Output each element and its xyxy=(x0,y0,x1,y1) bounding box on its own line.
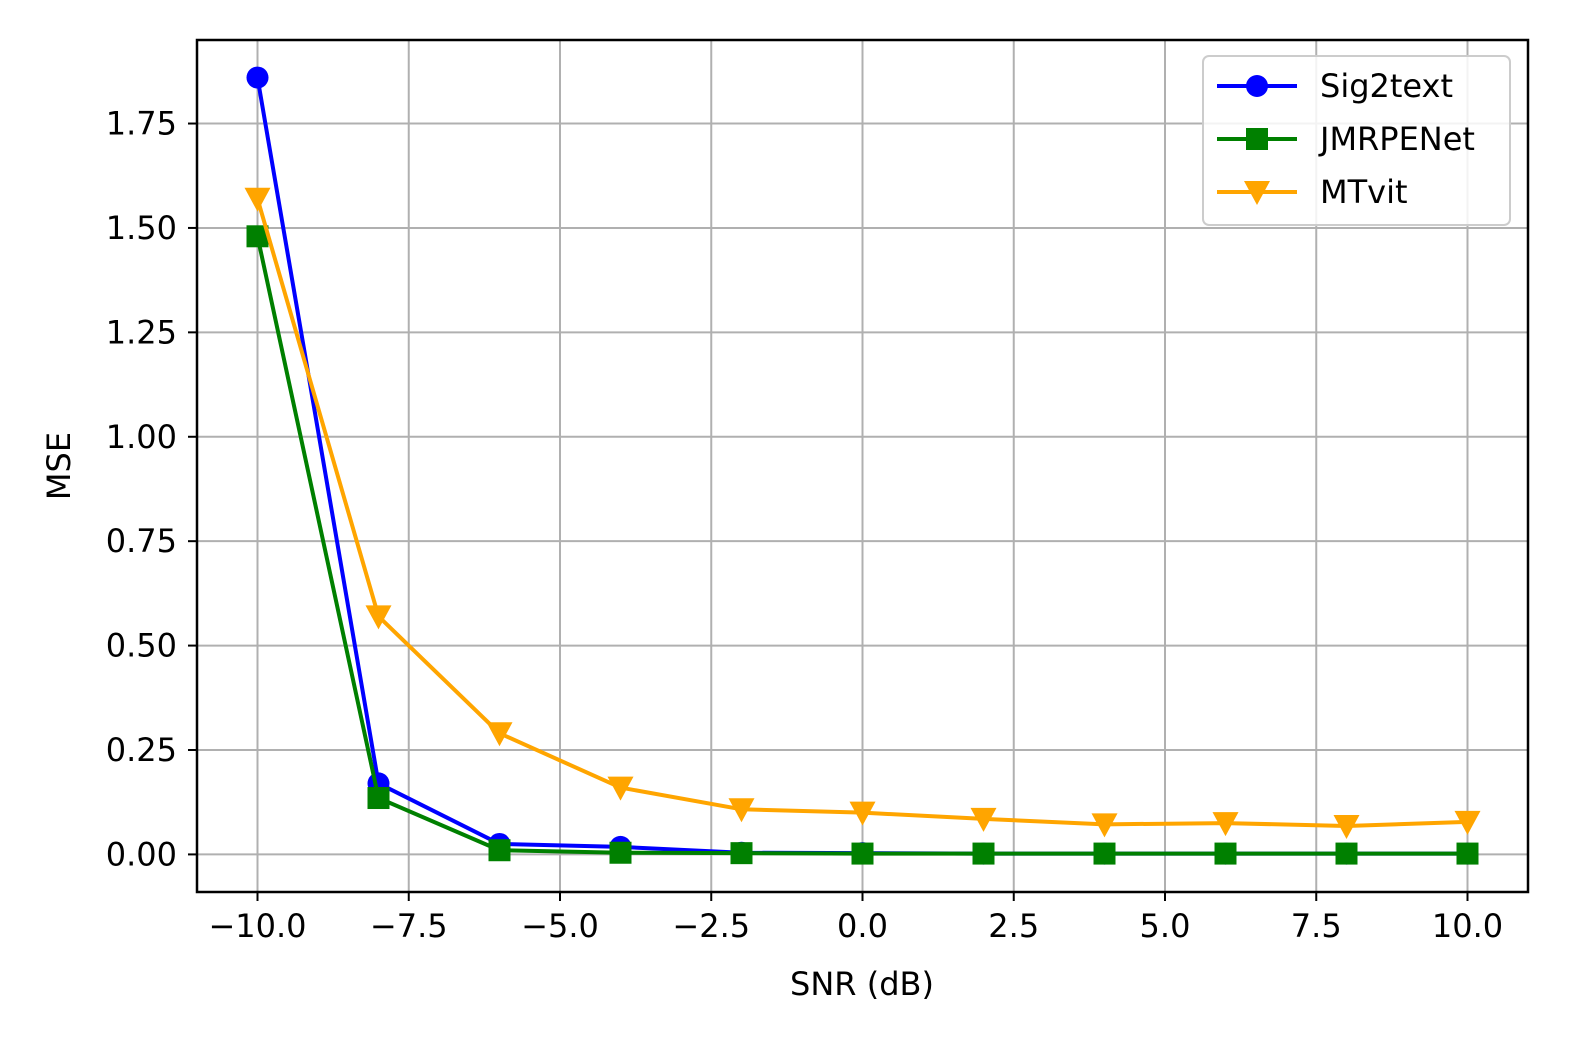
data-point xyxy=(365,605,392,630)
series-layer xyxy=(244,66,1481,865)
x-tick-label: 7.5 xyxy=(1291,907,1342,945)
legend: Sig2text JMRPENet MTvit xyxy=(1202,55,1511,226)
y-axis-label: MSE xyxy=(40,432,78,500)
data-point xyxy=(244,187,271,212)
data-point xyxy=(970,807,997,832)
series-mtvit xyxy=(244,187,1481,840)
y-tick-label: 1.00 xyxy=(106,418,177,456)
data-point xyxy=(849,801,876,826)
y-tick-label: 0.50 xyxy=(106,627,177,665)
data-point xyxy=(488,839,511,862)
x-tick-label: −2.5 xyxy=(672,907,750,945)
data-point xyxy=(1212,812,1239,837)
legend-box xyxy=(1202,55,1511,226)
data-point xyxy=(1454,810,1481,835)
axis-ticks: −10.0 −7.5 −5.0 −2.5 0.0 2.5 5.0 7.5 10.0 0.00 0.2… xyxy=(106,105,1503,945)
x-tick-label: 10.0 xyxy=(1432,907,1503,945)
y-tick-label: 0.25 xyxy=(106,731,177,769)
x-tick-label: −10.0 xyxy=(208,907,306,945)
data-point xyxy=(486,722,513,747)
data-point xyxy=(246,66,269,89)
legend-label: JMRPENet xyxy=(1318,120,1475,158)
legend-label: Sig2text xyxy=(1320,67,1453,105)
y-tick-label: 0.00 xyxy=(106,835,177,873)
data-point xyxy=(1333,815,1360,840)
x-tick-label: 2.5 xyxy=(988,907,1039,945)
data-point xyxy=(728,798,755,823)
x-tick-label: −7.5 xyxy=(370,907,448,945)
legend-marker xyxy=(1244,181,1270,205)
x-tick-label: 0.0 xyxy=(837,907,888,945)
y-tick-label: 0.75 xyxy=(106,522,177,560)
legend-marker xyxy=(1246,128,1268,150)
data-point xyxy=(607,776,634,801)
data-point xyxy=(1335,842,1358,865)
x-tick-label: −5.0 xyxy=(521,907,599,945)
data-point xyxy=(1093,842,1116,865)
data-point xyxy=(851,842,874,865)
data-point xyxy=(367,787,390,810)
data-point xyxy=(246,225,269,248)
data-point xyxy=(1091,813,1118,838)
y-tick-label: 1.50 xyxy=(106,209,177,247)
y-tick-label: 1.75 xyxy=(106,105,177,143)
x-tick-label: 5.0 xyxy=(1140,907,1191,945)
data-point xyxy=(609,841,632,864)
legend-label: MTvit xyxy=(1320,173,1408,211)
data-point xyxy=(972,842,995,865)
series-jmrpenet xyxy=(246,225,1479,865)
data-point xyxy=(1456,842,1479,865)
y-tick-label: 1.25 xyxy=(106,313,177,351)
legend-marker xyxy=(1246,75,1268,97)
data-point xyxy=(1214,842,1237,865)
data-point xyxy=(730,842,753,865)
x-axis-label: SNR (dB) xyxy=(790,965,934,1003)
